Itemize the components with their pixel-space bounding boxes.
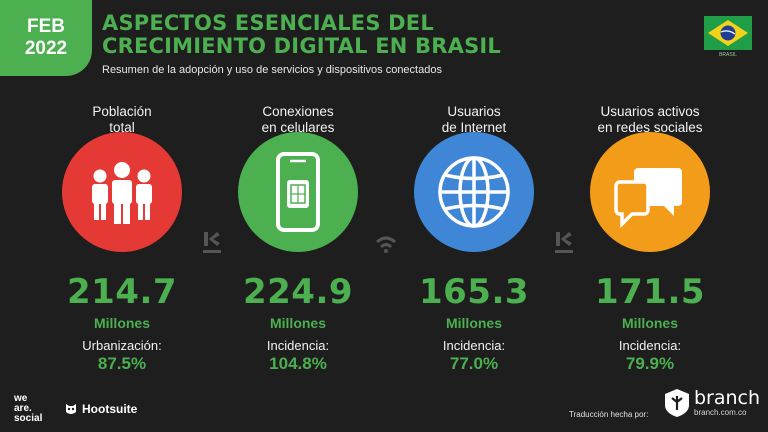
we-are-social-logo: we are. social xyxy=(14,394,42,424)
stat-label-line-1: Usuarios xyxy=(447,104,501,119)
kepios-watermark-icon xyxy=(203,232,221,253)
wifi-watermark-icon xyxy=(376,236,396,253)
stat-unit: Millones xyxy=(269,315,326,331)
stat-label-line-1: Población xyxy=(92,104,152,119)
stat-value: 165.3 xyxy=(418,272,530,312)
hootsuite-logo: Hootsuite xyxy=(64,402,137,416)
date-badge: FEB 2022 xyxy=(0,0,92,76)
date-year: 2022 xyxy=(24,38,68,59)
stat-metric-value: 87.5% xyxy=(97,354,147,373)
flag-caption: BRASIL xyxy=(719,52,737,58)
stat-metric-label: Urbanización: xyxy=(82,338,162,353)
stat-unit: Millones xyxy=(621,315,678,331)
stat-circle xyxy=(414,132,534,252)
stat-label-line-1: Conexiones xyxy=(262,104,334,119)
stat-label: Usuarios activos en redes sociales xyxy=(570,96,730,136)
page-subtitle: Resumen de la adopción y uso de servicio… xyxy=(102,64,442,76)
stat-circle xyxy=(62,132,182,252)
brazil-flag-icon xyxy=(704,16,752,50)
stat-metric-label: Incidencia: xyxy=(618,338,682,353)
owl-icon xyxy=(66,404,76,414)
people-icon xyxy=(92,162,152,224)
stat-value: 214.7 xyxy=(66,272,178,312)
stat-metric-value: 104.8% xyxy=(269,354,327,373)
stat-usuarios-internet: Usuarios de Internet 165.3 Millones Inci… xyxy=(394,96,554,373)
stat-metric-value: 77.0% xyxy=(449,354,499,373)
stat-label-line-2: total xyxy=(109,120,135,135)
stat-circle xyxy=(590,132,710,252)
stat-value: 224.9 xyxy=(242,272,354,312)
stat-unit: Millones xyxy=(93,315,150,331)
stat-label-line-1: Usuarios activos xyxy=(600,104,700,119)
page-title: ASPECTOS ESENCIALES DEL CRECIMIENTO DIGI… xyxy=(102,12,501,58)
branch-url: branch.com.co xyxy=(694,408,747,417)
logo-text-line-3: social xyxy=(14,413,43,424)
branch-logo: branch branch.com.co xyxy=(664,388,760,418)
branch-shield-icon xyxy=(665,389,689,417)
chat-bubbles-icon xyxy=(614,168,682,229)
logo-text-line-2: are. xyxy=(14,403,32,414)
stat-circle xyxy=(238,132,358,252)
stat-metric-label: Incidencia: xyxy=(266,338,330,353)
stat-redes-sociales: Usuarios activos en redes sociales 171.5… xyxy=(570,96,730,373)
date-month: FEB xyxy=(27,16,65,37)
stat-label: Conexiones en celulares xyxy=(218,96,378,136)
logo-text-line-1: we xyxy=(14,393,28,404)
title-line-1: ASPECTOS ESENCIALES DEL xyxy=(102,11,434,35)
stat-label-line-2: en redes sociales xyxy=(597,120,703,135)
title-line-2: CRECIMIENTO DIGITAL EN BRASIL xyxy=(102,34,501,58)
kepios-watermark-icon xyxy=(555,232,573,253)
stat-poblacion: Población total 214.7 Millones Urbanizac… xyxy=(42,96,202,373)
stat-label: Población total xyxy=(42,96,202,136)
stat-conexiones: Conexiones en celulares 224.9 Millones I… xyxy=(218,96,378,373)
stat-metric-value: 79.9% xyxy=(625,354,675,373)
stat-label: Usuarios de Internet xyxy=(394,96,554,136)
stat-label-line-2: en celulares xyxy=(261,120,335,135)
mobile-phone-icon xyxy=(276,152,320,232)
stat-label-line-2: de Internet xyxy=(441,120,507,135)
stat-unit: Millones xyxy=(445,315,502,331)
hootsuite-text: Hootsuite xyxy=(82,402,138,416)
stat-value: 171.5 xyxy=(594,272,706,312)
stat-metric-label: Incidencia: xyxy=(442,338,506,353)
branch-name: branch xyxy=(694,387,761,409)
translation-credit: Traducción hecha por: xyxy=(569,410,649,419)
globe-icon xyxy=(438,156,510,228)
